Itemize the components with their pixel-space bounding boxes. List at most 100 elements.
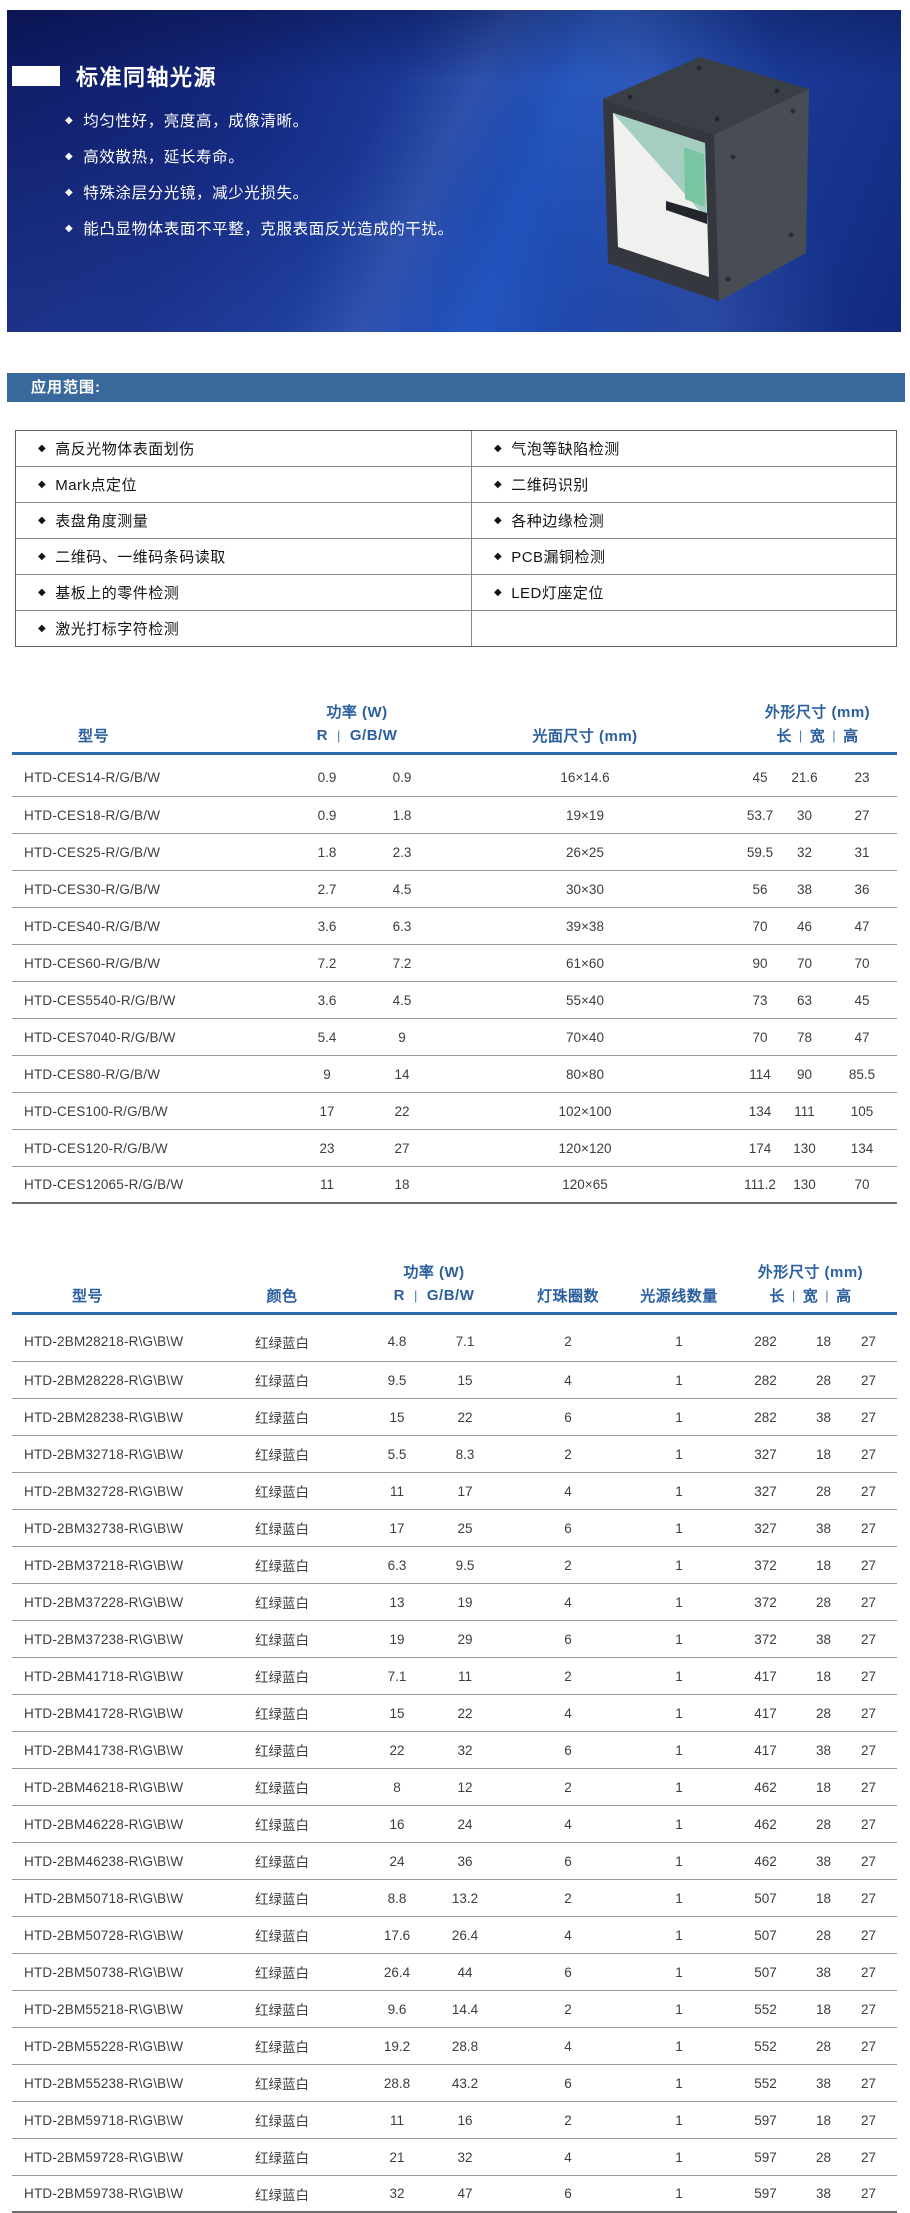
value-cell: 0.9	[392, 770, 412, 785]
value-cell: 327	[754, 1446, 777, 1462]
application-cell: ◆ 基板上的零件检测	[16, 575, 471, 610]
model-cell: HTD-2BM46238-R\G\B\W	[24, 1853, 184, 1869]
spec-table-2bm: 功率 (W) 外形尺寸 (mm) 型号 颜色 R | G/B/W 灯珠圈数 光源…	[12, 1259, 897, 2213]
value-cell: 27	[860, 2001, 877, 2017]
value-cell: 120×65	[562, 1177, 608, 1192]
value-cell: 红绿蓝白	[255, 1485, 309, 1500]
value-cell: 28	[815, 2149, 832, 2165]
value-cell: 43.2	[451, 2075, 479, 2091]
title-marker	[12, 66, 60, 86]
value-cell: 27	[860, 1557, 877, 1573]
value-cell: 1	[675, 1409, 683, 1425]
value-cell: 27	[860, 1483, 877, 1499]
diamond-bullet-icon: ◆	[38, 623, 47, 634]
value-cell: 28.8	[383, 2075, 411, 2091]
value-cell: 27	[860, 1594, 877, 1610]
value-cell: 47	[854, 1029, 870, 1045]
r-column-header: R	[316, 727, 328, 744]
value-cell: 417	[754, 1742, 777, 1758]
table-row: HTD-CES40-R/G/B/W 3.6 6.3 39×38 70 46 47	[12, 908, 897, 945]
value-cell: 红绿蓝白	[255, 2187, 309, 2203]
value-cell: 27	[860, 1520, 877, 1536]
value-cell: 1.8	[317, 844, 337, 860]
value-cell: 28	[815, 1927, 832, 1943]
value-cell: 红绿蓝白	[255, 1522, 309, 1537]
value-cell: 4	[564, 1927, 572, 1943]
value-cell: 29	[457, 1631, 473, 1647]
value-cell: 27	[860, 1705, 877, 1721]
value-cell: 45	[854, 992, 870, 1008]
value-cell: 85.5	[848, 1066, 876, 1082]
value-cell: 1	[675, 1446, 683, 1462]
value-cell: 16	[389, 1816, 405, 1832]
value-cell: 31	[854, 844, 870, 860]
feature-text: 均匀性好，亮度高，成像清晰。	[83, 113, 309, 130]
spec-table-ces-body: HTD-CES14-R/G/B/W 0.9 0.9 16×14.6 45 21.6 23 HT…	[12, 755, 897, 1204]
value-cell: 17.6	[383, 1927, 411, 1943]
value-cell: 17	[319, 1103, 335, 1119]
application-row: ◆ 表盘角度测量 ◆ 各种边缘检测	[16, 502, 896, 538]
value-cell: 6.3	[387, 1557, 407, 1573]
table-header: 功率 (W) 外形尺寸 (mm) 型号 颜色 R | G/B/W 灯珠圈数 光源…	[12, 1259, 897, 1315]
value-cell: 28	[815, 1483, 832, 1499]
value-cell: 19	[457, 1594, 473, 1610]
value-cell: 38	[815, 2186, 832, 2201]
model-cell: HTD-2BM37228-R\G\B\W	[24, 1594, 184, 1610]
value-cell: 1	[675, 1631, 683, 1647]
application-label: LED灯座定位	[511, 585, 604, 602]
color-column-header: 颜色	[266, 1288, 298, 1305]
pipe-separator: |	[336, 728, 341, 743]
feature-list: ◆ 均匀性好，亮度高，成像清晰。 ◆ 高效散热，延长寿命。 ◆ 特殊涂层分光镜，…	[65, 102, 901, 246]
value-cell: 78	[796, 1029, 813, 1045]
product-banner: 标准同轴光源 ◆ 均匀性好，亮度高，成像清晰。 ◆ 高效散热，延长寿命。 ◆ 特…	[7, 10, 901, 332]
value-cell: 27	[860, 1816, 877, 1832]
value-cell: 111	[794, 1103, 815, 1119]
value-cell: 18	[815, 2001, 832, 2017]
table-row: HTD-2BM28228-R\G\B\W 红绿蓝白 9.5 15 4 1 282 28 27	[12, 1362, 897, 1399]
diamond-bullet-icon: ◆	[65, 114, 74, 126]
dimension-group-header: 外形尺寸 (mm)	[757, 1263, 864, 1281]
value-cell: 红绿蓝白	[255, 1707, 309, 1722]
application-label: 表盘角度测量	[55, 513, 149, 530]
value-cell: 1	[675, 2112, 683, 2128]
table-row: HTD-CES100-R/G/B/W 17 22 102×100 134 111 105	[12, 1093, 897, 1130]
value-cell: 7.1	[455, 1334, 475, 1349]
value-cell: 9.5	[455, 1557, 475, 1573]
dimension-group-header: 外形尺寸 (mm)	[764, 703, 871, 721]
diamond-bullet-icon: ◆	[494, 479, 503, 490]
value-cell: 27	[854, 807, 870, 823]
length-column-header: 长	[769, 1288, 785, 1305]
model-cell: HTD-CES18-R/G/B/W	[24, 807, 161, 823]
application-row: ◆ 基板上的零件检测 ◆ LED灯座定位	[16, 574, 896, 610]
value-cell: 4	[564, 1705, 572, 1721]
value-cell: 26.4	[383, 1964, 411, 1980]
model-cell: HTD-2BM37238-R\G\B\W	[24, 1631, 184, 1647]
table-row: HTD-CES25-R/G/B/W 1.8 2.3 26×25 59.5 32 31	[12, 834, 897, 871]
value-cell: 56	[752, 881, 768, 897]
value-cell: 38	[815, 1853, 832, 1869]
gbw-column-header: G/B/W	[349, 727, 398, 744]
value-cell: 70	[854, 955, 870, 971]
value-cell: 32	[389, 2186, 405, 2201]
value-cell: 38	[815, 1409, 832, 1425]
value-cell: 130	[793, 1140, 816, 1156]
application-table: ◆ 高反光物体表面划伤 ◆ 气泡等缺陷检测 ◆ Mark点定位 ◆ 二维码识别 ◆ 表盘角度测量 ◆…	[15, 430, 897, 647]
value-cell: 47	[854, 918, 870, 934]
application-label: 激光打标字符检测	[55, 621, 180, 638]
table-row: HTD-2BM46218-R\G\B\W 红绿蓝白 8 12 2 1 462 18 27	[12, 1769, 897, 1806]
value-cell: 36	[457, 1853, 473, 1869]
table-header-column-row: 型号 R | G/B/W 光面尺寸 (mm) 长 | 宽 | 高	[12, 723, 897, 748]
value-cell: 红绿蓝白	[255, 2077, 309, 2092]
application-label: 气泡等缺陷检测	[511, 441, 620, 458]
model-cell: HTD-2BM32718-R\G\B\W	[24, 1446, 184, 1462]
value-cell: 9.5	[387, 1372, 407, 1388]
application-label: 二维码识别	[511, 477, 589, 494]
value-cell: 120×120	[558, 1140, 612, 1156]
value-cell: 102×100	[558, 1103, 612, 1119]
value-cell: 28	[815, 1816, 832, 1832]
value-cell: 28	[815, 2038, 832, 2054]
value-cell: 32	[457, 2149, 473, 2165]
value-cell: 5.4	[317, 1029, 337, 1045]
value-cell: 4.8	[387, 1334, 407, 1349]
table-row: HTD-CES7040-R/G/B/W 5.4 9 70×40 70 78 47	[12, 1019, 897, 1056]
